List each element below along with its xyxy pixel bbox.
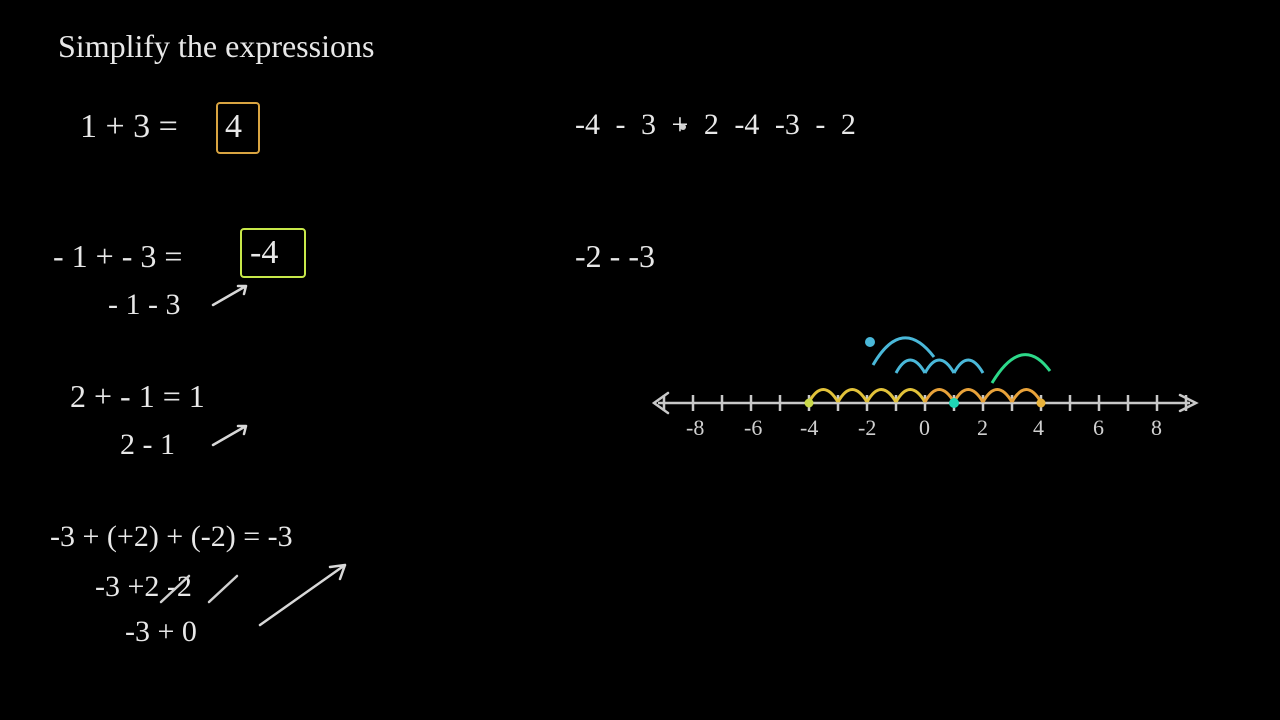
eq4-sub2: -3 + 0 (125, 615, 197, 649)
eq3: 2 + - 1 = 1 (70, 378, 205, 415)
eq1: 1 + 3 = (80, 108, 178, 146)
right-top: -4 - 3 + 2 -4 -3 - 2 (575, 108, 856, 142)
title: Simplify the expressions (58, 28, 374, 65)
nl-4: 4 (1033, 415, 1044, 441)
nl-m2: -2 (858, 415, 876, 441)
eq4: -3 + (+2) + (-2) = -3 (50, 520, 293, 554)
eq2: - 1 + - 3 = (53, 238, 182, 275)
nl-0: 0 (919, 415, 930, 441)
nl-6: 6 (1093, 415, 1104, 441)
eq3-sub: 2 - 1 (120, 428, 175, 462)
nl-8: 8 (1151, 415, 1162, 441)
dot-top (680, 124, 686, 130)
eq3-arrow (208, 420, 258, 450)
eq4-arrow (250, 555, 360, 635)
eq4-strike1 (155, 572, 195, 608)
right-mid: -2 - -3 (575, 238, 655, 275)
eq2-arrow (208, 280, 258, 310)
eq2-sub: - 1 - 3 (108, 288, 180, 322)
eq1-answer: 4 (225, 108, 242, 146)
nl-m4: -4 (800, 415, 818, 441)
eq4-strike2 (203, 572, 243, 608)
nl-2: 2 (977, 415, 988, 441)
nl-m8: -8 (686, 415, 704, 441)
eq2-answer: -4 (250, 234, 278, 272)
nl-m6: -6 (744, 415, 762, 441)
